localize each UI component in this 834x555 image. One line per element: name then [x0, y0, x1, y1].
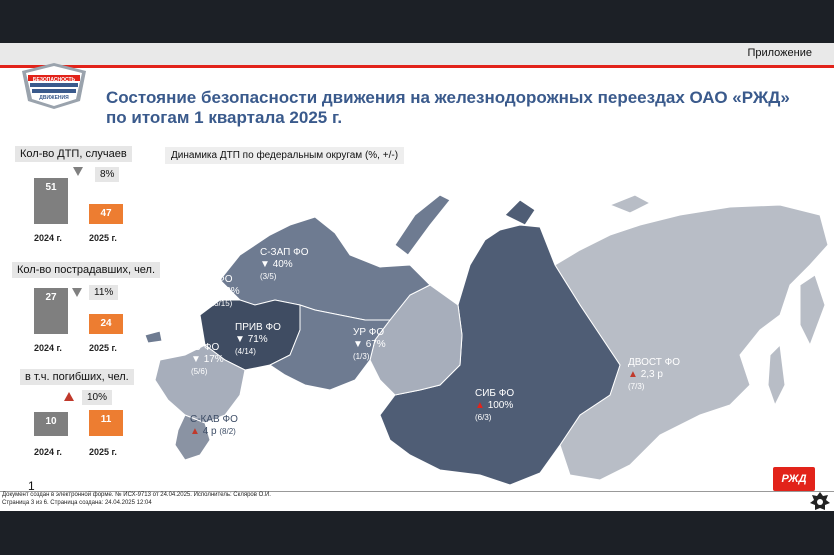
page-title: Состояние безопасности движения на желез… — [106, 88, 826, 128]
slide: Приложение БЕЗОПАСНОСТЬ ДВИЖЕНИЯ Состоян… — [0, 43, 834, 491]
appendix-strip: Приложение — [0, 43, 834, 65]
injured-year-2025: 2025 г. — [89, 343, 117, 353]
up-arrow-icon — [64, 392, 74, 401]
region-sub: (8/2) — [219, 427, 236, 436]
region-value: 2,3 р — [640, 369, 663, 380]
region-value: 13% — [219, 286, 240, 297]
red-divider — [0, 65, 834, 68]
footer-line-1: Документ создан в электронной форме. № И… — [2, 492, 271, 498]
page-number: 1 — [28, 479, 35, 491]
killed-change: 10% — [82, 390, 113, 405]
map-island-arctic — [608, 194, 652, 214]
up-arrow-icon: ▲ — [475, 400, 485, 411]
accidents-change: 8% — [95, 167, 120, 182]
region-value: 17% — [203, 354, 224, 365]
killed-year-2024: 2024 г. — [34, 447, 62, 457]
region-label-skav: С-КАВ ФО ▲ 4 р (8/2) — [190, 414, 238, 438]
map-region-skav — [174, 414, 211, 461]
up-arrow-icon: ▲ — [628, 369, 638, 380]
region-name: Ц ФО — [207, 274, 233, 285]
region-name: УР ФО — [353, 327, 385, 338]
region-value: 71% — [247, 334, 268, 345]
logo-text-bottom: ДВИЖЕНИЯ — [39, 95, 69, 101]
region-sub: (5/6) — [191, 367, 208, 376]
region-label-dvost: ДВОСТ ФО ▲ 2,3 р (7/3) — [628, 357, 680, 393]
down-arrow-icon — [72, 288, 82, 297]
region-value: 67% — [365, 339, 386, 350]
killed-bar-2024: 10 — [34, 412, 68, 436]
down-arrow-icon: ▼ — [353, 339, 363, 350]
injured-change: 11% — [89, 285, 119, 300]
killed-bar-2025: 11 — [89, 410, 123, 436]
map-island-sakhalin — [767, 343, 786, 407]
region-value: 40% — [272, 259, 293, 270]
logo-text-top: БЕЗОПАСНОСТЬ — [33, 77, 76, 83]
region-sub: (7/3) — [628, 382, 645, 391]
bottom-black-bar — [0, 511, 834, 555]
region-sub: (1/3) — [353, 352, 370, 361]
region-name: СИБ ФО — [475, 388, 515, 399]
title-line-2: по итогам 1 квартала 2025 г. — [106, 108, 343, 127]
russia-federal-districts-map — [144, 194, 829, 486]
region-label-szap: С-ЗАП ФО ▼ 40% (3/5) — [260, 247, 309, 283]
coat-of-arms-icon — [810, 492, 830, 510]
injured-bar-2025: 24 — [89, 314, 123, 334]
region-value: 4 р — [202, 426, 217, 437]
accidents-label: Кол-во ДТП, случаев — [15, 146, 132, 162]
map-region-yu — [154, 344, 246, 424]
down-arrow-icon: ▼ — [260, 259, 270, 270]
down-arrow-icon: ▼ — [207, 286, 217, 297]
killed-year-2025: 2025 г. — [89, 447, 117, 457]
map-title: Динамика ДТП по федеральным округам (%, … — [165, 147, 405, 164]
accidents-bar-2024: 51 — [34, 178, 68, 224]
footer-divider — [0, 491, 834, 492]
map-peninsula-kamchatka — [799, 274, 826, 347]
region-name: Ю ФО — [191, 342, 220, 353]
document-footer: Документ создан в электронной форме. № И… — [0, 491, 834, 511]
map-island-novaya-zemlya — [394, 194, 451, 256]
region-sub: (13/15) — [207, 299, 233, 308]
region-label-c: Ц ФО ▼ 13% (13/15) — [207, 274, 240, 310]
region-sub: (6/3) — [475, 413, 492, 422]
region-name: ПРИВ ФО — [235, 322, 281, 333]
region-sub: (4/14) — [235, 347, 256, 356]
region-name: ДВОСТ ФО — [628, 357, 681, 368]
rzd-logo-icon: РЖД — [773, 467, 815, 491]
region-label-ur: УР ФО ▼ 67% (1/3) — [353, 327, 386, 363]
region-label-yu: Ю ФО ▼ 17% (5/6) — [191, 342, 224, 378]
injured-bar-2024: 27 — [34, 288, 68, 334]
map-island-taymyr — [504, 199, 536, 226]
region-name: С-ЗАП ФО — [260, 247, 309, 258]
region-sub: (3/5) — [260, 272, 277, 281]
map-exclave-kaliningrad — [144, 330, 163, 344]
down-arrow-icon: ▼ — [191, 354, 201, 365]
map-region-priv — [269, 304, 391, 391]
down-arrow-icon: ▼ — [235, 334, 245, 345]
safety-logo-icon: БЕЗОПАСНОСТЬ ДВИЖЕНИЯ — [22, 63, 86, 109]
region-label-sib: СИБ ФО ▲ 100% (6/3) — [475, 388, 514, 424]
region-label-priv: ПРИВ ФО ▼ 71% (4/14) — [235, 322, 281, 358]
injured-year-2024: 2024 г. — [34, 343, 62, 353]
killed-label: в т.ч. погибших, чел. — [20, 369, 134, 385]
up-arrow-icon: ▲ — [190, 426, 200, 437]
region-value: 100% — [487, 400, 514, 411]
down-arrow-icon — [73, 167, 83, 176]
appendix-label: Приложение — [747, 47, 812, 59]
top-black-bar — [0, 0, 834, 43]
accidents-year-2025: 2025 г. — [89, 233, 117, 243]
accidents-year-2024: 2024 г. — [34, 233, 62, 243]
region-name: С-КАВ ФО — [190, 414, 238, 425]
title-line-1: Состояние безопасности движения на желез… — [106, 88, 790, 107]
footer-line-2: Страница 3 из 6. Страница создана: 24.04… — [2, 500, 152, 506]
injured-label: Кол-во пострадавших, чел. — [12, 262, 161, 278]
accidents-bar-2025: 47 — [89, 204, 123, 224]
